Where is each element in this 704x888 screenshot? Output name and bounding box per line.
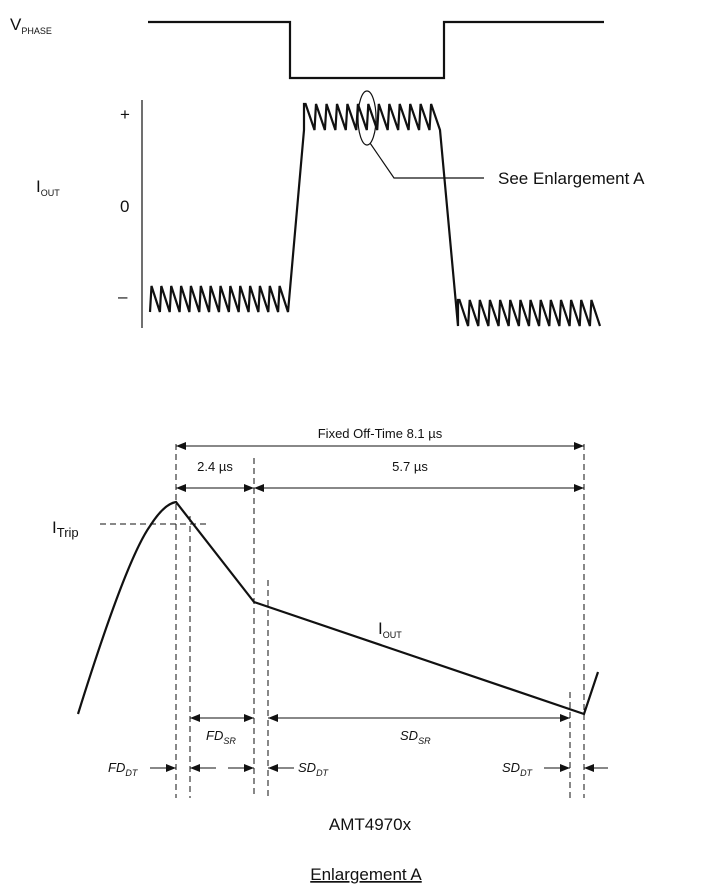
itrip-label: ITrip — [52, 518, 79, 540]
vphase-waveform — [148, 20, 604, 80]
enlarged-iout-label: IOUT — [378, 619, 402, 640]
sd-dt-label-2: SDDT — [502, 760, 534, 778]
top-diagram: VPHASE + 0 – IOUT See Enlargement A — [10, 15, 645, 328]
enlargement-callout-ellipse — [357, 90, 377, 146]
plus-label: + — [120, 105, 130, 124]
callout-leader-line — [369, 142, 484, 179]
sd-dt-label-1: SDDT — [298, 760, 330, 778]
slow-decay-time-label: 5.7 µs — [392, 459, 428, 474]
fixed-off-time-label: Fixed Off-Time 8.1 µs — [318, 426, 443, 441]
fd-dt-label: FDDT — [108, 760, 139, 778]
fd-sr-label: FDSR — [206, 728, 236, 746]
iout-waveform — [148, 102, 602, 327]
zero-label: 0 — [120, 197, 129, 216]
callout-label: See Enlargement A — [498, 169, 645, 188]
enlarged-current-waveform — [76, 500, 600, 716]
part-number-label: AMT4970x — [329, 815, 412, 834]
enlargement-diagram: Fixed Off-Time 8.1 µs 2.4 µs 5.7 µs ITri… — [52, 426, 608, 884]
sd-sr-label: SDSR — [400, 728, 431, 746]
vphase-label: VPHASE — [10, 15, 52, 36]
minus-label: – — [118, 287, 128, 306]
fast-decay-time-label: 2.4 µs — [197, 459, 233, 474]
iout-label: IOUT — [36, 177, 60, 198]
enlargement-caption: Enlargement A — [310, 865, 422, 884]
